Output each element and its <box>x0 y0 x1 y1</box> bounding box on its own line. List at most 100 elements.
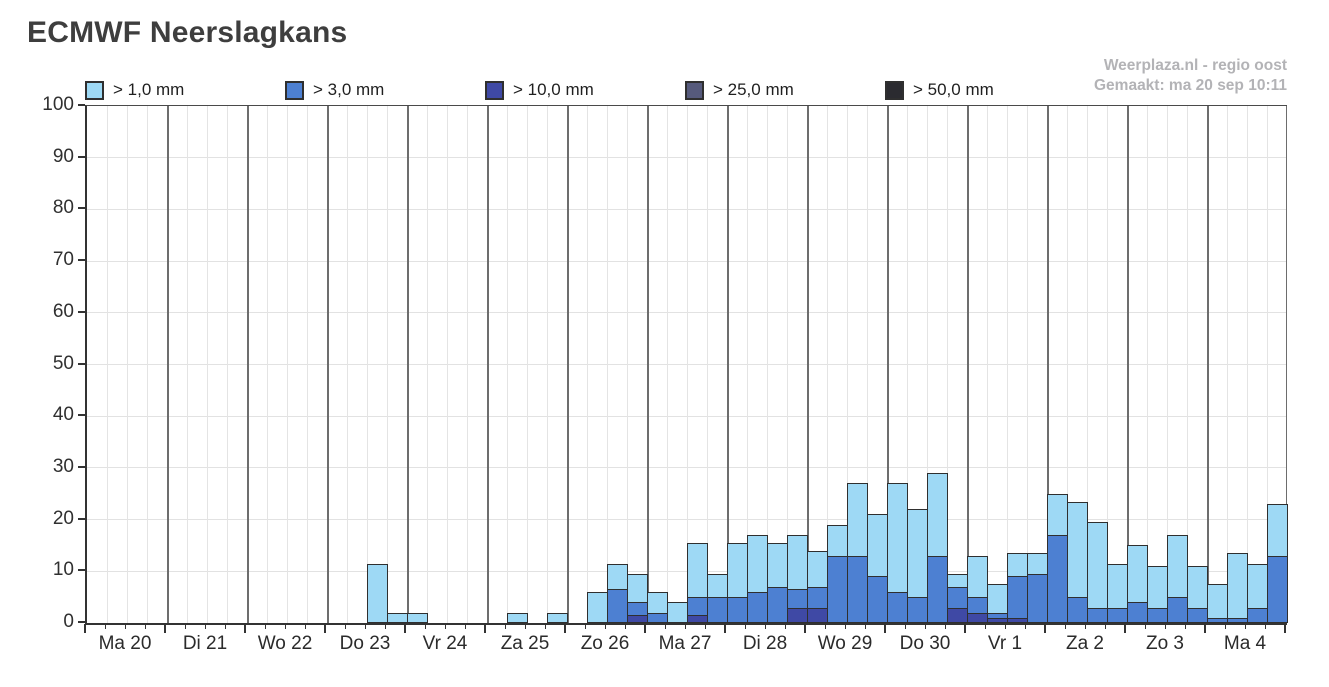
bar-segment <box>1167 597 1188 623</box>
v-gridline <box>526 106 528 623</box>
day-separator-line <box>647 106 649 623</box>
x-axis-tick <box>1004 624 1006 629</box>
x-axis-tick <box>704 624 706 629</box>
day-separator-line <box>407 106 409 623</box>
x-axis-tick <box>364 624 366 629</box>
bar-segment <box>607 589 628 623</box>
v-gridline <box>366 106 368 623</box>
x-axis-tick <box>1024 624 1026 629</box>
y-axis-tick-label: 30 <box>52 455 74 477</box>
x-axis-tick <box>864 624 866 629</box>
y-axis-tick-label: 90 <box>52 145 74 167</box>
y-axis-tick <box>78 569 85 572</box>
x-axis-tick <box>324 624 326 633</box>
bar-segment <box>727 597 748 623</box>
v-gridline <box>1106 106 1108 623</box>
x-axis-tick <box>804 624 806 633</box>
v-gridline <box>126 106 128 623</box>
x-axis-day-label: Za 2 <box>1065 633 1105 654</box>
day-separator-line <box>567 106 569 623</box>
v-gridline <box>306 106 308 623</box>
bar-segment <box>767 586 788 623</box>
x-axis-day-label: Di 21 <box>182 633 228 654</box>
x-axis-tick <box>204 624 206 629</box>
x-axis-tick <box>1124 624 1126 633</box>
x-axis-tick <box>104 624 106 629</box>
v-gridline <box>146 106 148 623</box>
bar-segment <box>1267 555 1288 623</box>
v-gridline <box>706 106 708 623</box>
y-axis-tick-label: 40 <box>52 404 74 426</box>
legend-swatch-icon <box>885 80 904 100</box>
x-axis-tick <box>224 624 226 629</box>
v-gridline <box>226 106 228 623</box>
x-axis-tick <box>584 624 586 629</box>
watermark-generated-at: Gemaakt: ma 20 sep 10:11 <box>1093 77 1287 94</box>
y-axis-tick-label: 10 <box>52 559 74 581</box>
bar-segment <box>647 612 668 623</box>
y-axis-tick-label: 80 <box>52 197 74 219</box>
x-axis-tick <box>1084 624 1086 629</box>
x-axis-day-label: Di 28 <box>742 633 788 654</box>
x-axis-tick <box>544 624 546 629</box>
v-gridline <box>606 106 608 623</box>
x-axis-tick <box>1244 624 1246 629</box>
v-gridline <box>586 106 588 623</box>
x-axis-tick <box>784 624 786 629</box>
x-axis-tick <box>904 624 906 629</box>
x-axis-tick <box>164 624 166 633</box>
bar-segment <box>1007 617 1028 623</box>
x-axis-day-label: Ma 4 <box>1223 633 1267 654</box>
bar-segment <box>707 597 728 623</box>
x-axis-tick <box>964 624 966 633</box>
v-gridline <box>206 106 208 623</box>
x-axis-tick <box>504 624 506 629</box>
v-gridline <box>746 106 748 623</box>
x-axis-day-label: Vr 1 <box>987 633 1023 654</box>
v-gridline <box>446 106 448 623</box>
bar-segment <box>1027 573 1048 623</box>
y-axis-tick-label: 20 <box>52 507 74 529</box>
legend-label: > 3,0 mm <box>313 80 385 99</box>
legend-item: > 25,0 mm <box>685 80 830 100</box>
x-axis-tick <box>1064 624 1066 629</box>
x-axis-tick <box>304 624 306 629</box>
x-axis-tick <box>1144 624 1146 629</box>
day-separator-line <box>1047 106 1049 623</box>
v-gridline <box>686 106 688 623</box>
bar-segment <box>927 555 948 623</box>
x-axis-tick <box>424 624 426 629</box>
legend-label: > 50,0 mm <box>913 80 994 99</box>
x-axis-day-label: Ma 27 <box>658 633 712 654</box>
x-axis-tick <box>1184 624 1186 629</box>
y-axis-tick <box>78 155 85 158</box>
v-gridline <box>186 106 188 623</box>
chart-legend: > 1,0 mm > 3,0 mm > 10,0 mm > 25,0 mm > 50,0… <box>85 80 1030 100</box>
bar-segment <box>1187 607 1208 623</box>
bar-segment <box>847 555 868 623</box>
day-separator-line <box>967 106 969 623</box>
bar-segment <box>747 591 768 623</box>
y-axis-tick-label: 50 <box>52 352 74 374</box>
x-axis-tick <box>744 624 746 629</box>
bar-segment <box>1247 607 1268 623</box>
v-gridline <box>1246 106 1248 623</box>
y-axis-tick-label: 0 <box>63 611 74 632</box>
legend-label: > 10,0 mm <box>513 80 594 99</box>
y-axis-tick <box>78 310 85 313</box>
v-gridline <box>106 106 108 623</box>
y-axis-tick-label: 60 <box>52 300 74 322</box>
day-separator-line <box>1207 106 1209 623</box>
legend-label: > 25,0 mm <box>713 80 794 99</box>
x-axis-tick <box>184 624 186 629</box>
x-axis-tick <box>444 624 446 629</box>
v-gridline <box>866 106 868 623</box>
x-axis-day-label: Zo 3 <box>1145 633 1185 654</box>
bar-segment <box>627 615 648 623</box>
v-gridline <box>1006 106 1008 623</box>
v-gridline <box>1086 106 1088 623</box>
v-gridline <box>626 106 628 623</box>
bar-segment <box>1127 602 1148 623</box>
x-axis-tick <box>844 624 846 629</box>
